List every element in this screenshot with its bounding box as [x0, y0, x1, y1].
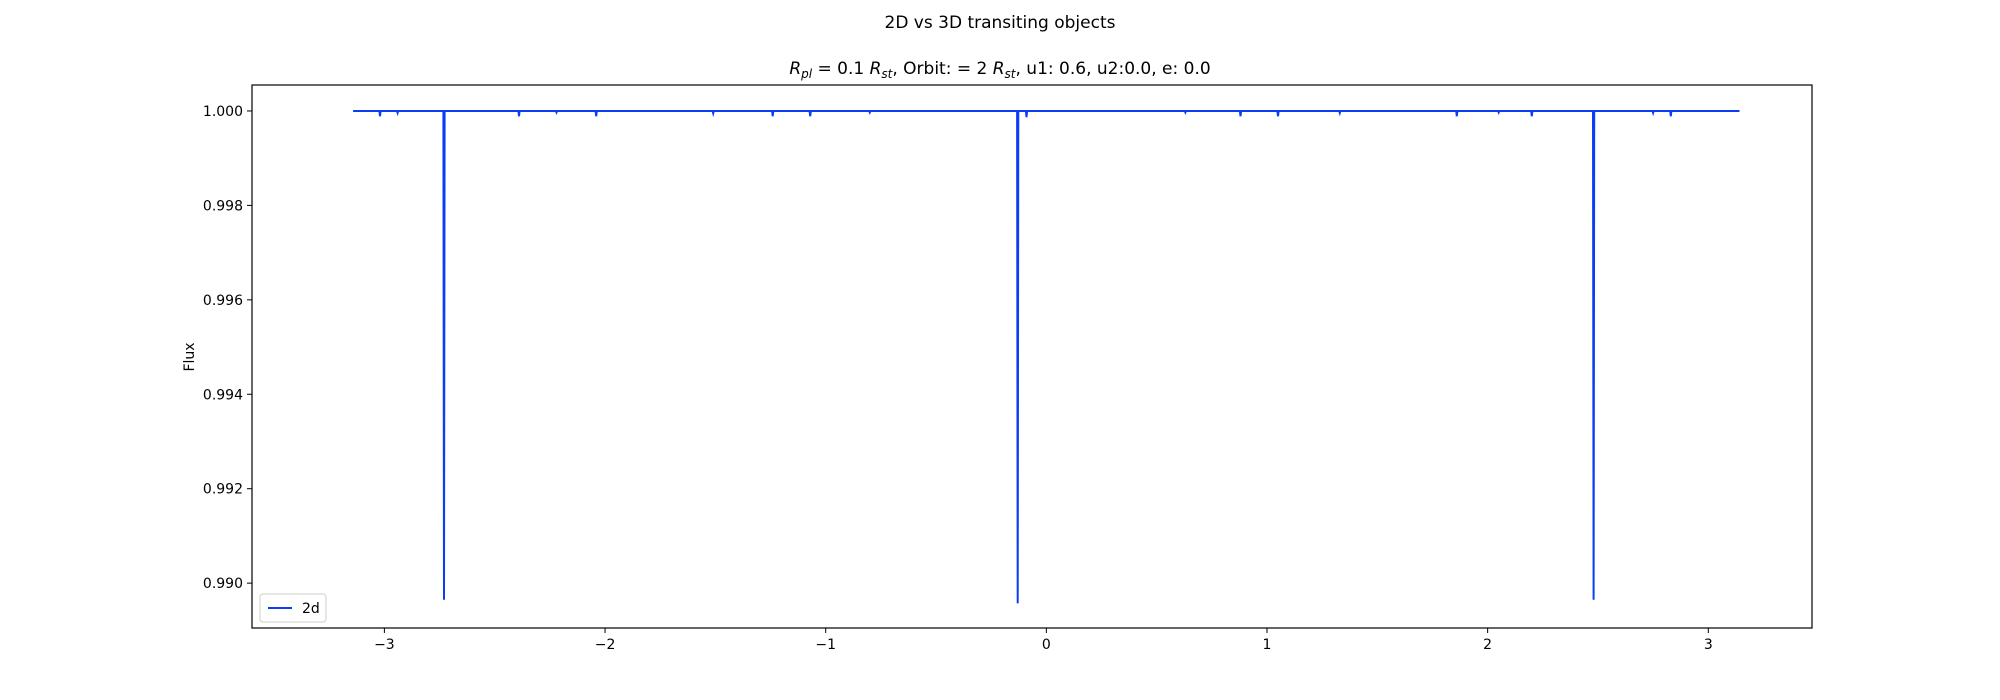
series-layer [353, 110, 1740, 604]
title-rst-subscript: st [881, 67, 893, 81]
x-tick-label: −3 [374, 637, 395, 653]
x-tick-label: 1 [1263, 637, 1272, 653]
chart-title: Rpl = 0.1 Rst, Orbit: = 2 Rst, u1: 0.6, … [789, 59, 1210, 81]
y-tick-label: 0.994 [203, 387, 243, 403]
title-rst2-subscript: st [1005, 67, 1017, 81]
y-tick-label: 1.000 [203, 104, 243, 120]
x-tick-label: 2 [1483, 637, 1492, 653]
title-rpl-symbol: R [789, 59, 801, 79]
axes-frame [251, 84, 1813, 629]
y-tick-label: 0.996 [203, 293, 243, 309]
legend-box [259, 593, 327, 623]
title-rpl-subscript: pl [800, 67, 813, 81]
chart-suptitle: 2D vs 3D transiting objects [885, 13, 1116, 33]
x-tick-label: 3 [1704, 637, 1713, 653]
x-tick-label: 0 [1042, 637, 1051, 653]
legend-label: 2d [302, 601, 320, 617]
title-rst-symbol: R [870, 59, 882, 79]
y-axis-ticks: 0.990 0.992 0.994 0.996 0.998 1.000 [203, 104, 252, 592]
y-tick-label: 0.992 [203, 482, 243, 498]
y-axis-label: Flux [182, 342, 198, 371]
plot-area: −3 −2 −1 0 1 2 3 0.990 0.992 0.994 0.996 0.998 1.00… [203, 84, 1813, 653]
title-rst2-symbol: R [993, 59, 1005, 79]
series-line-2d [353, 110, 1740, 604]
legend: 2d [259, 593, 327, 623]
title-rpl-text: = 0.1 [812, 59, 870, 79]
y-tick-label: 0.998 [203, 198, 243, 214]
title-orbit-text: , Orbit: = 2 [892, 59, 992, 79]
x-tick-label: −1 [815, 637, 836, 653]
x-axis-ticks: −3 −2 −1 0 1 2 3 [374, 628, 1713, 653]
title-tail-text: , u1: 0.6, u2:0.0, e: 0.0 [1016, 59, 1211, 79]
y-tick-label: 0.990 [203, 576, 243, 592]
x-tick-label: −2 [595, 637, 616, 653]
